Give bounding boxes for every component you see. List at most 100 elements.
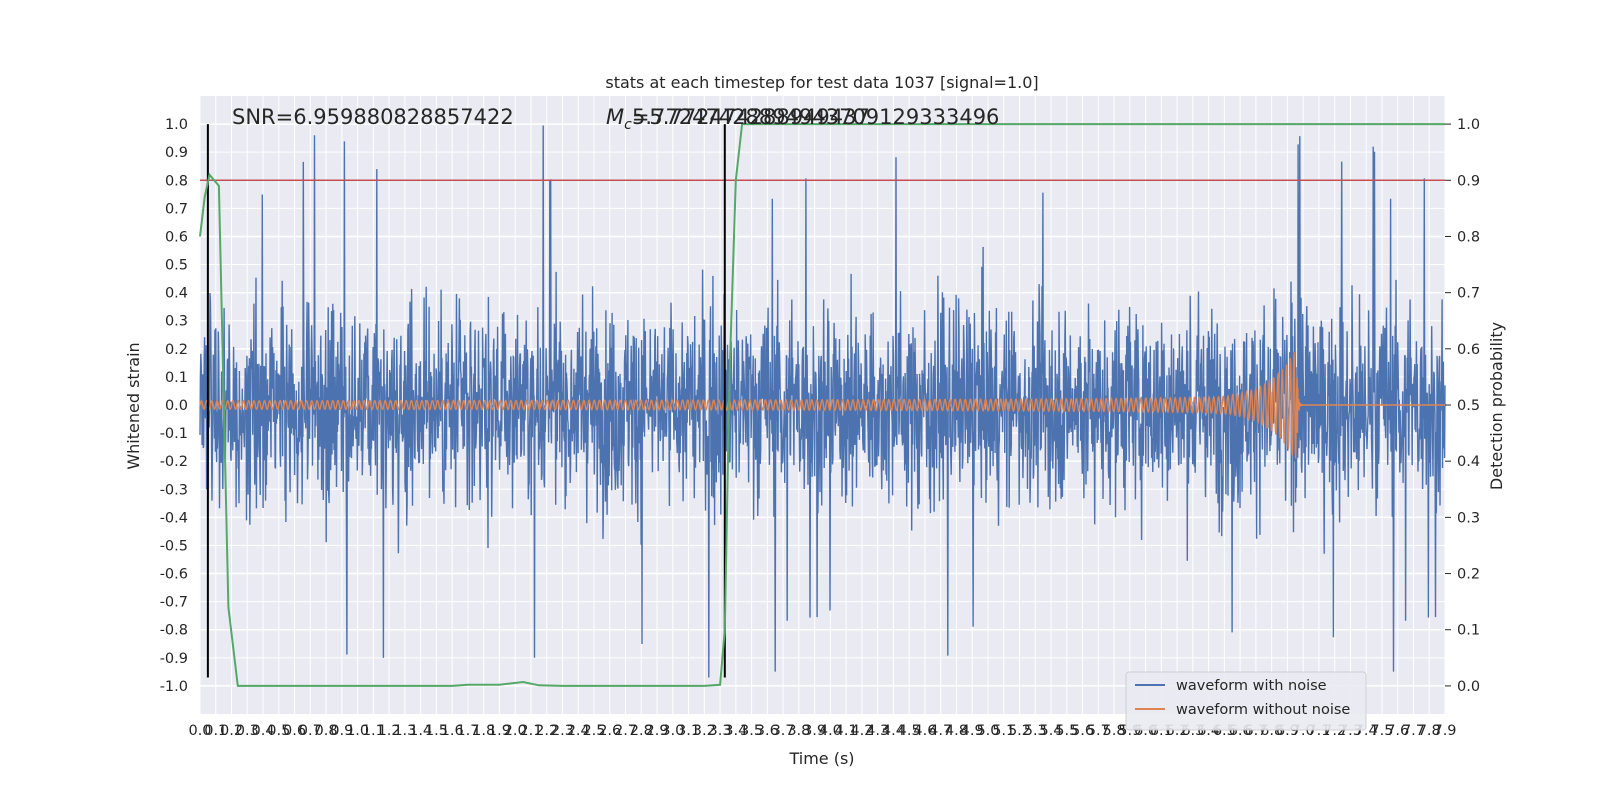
- y-tick-label-left: -1.0: [160, 679, 188, 695]
- y-tick-label-left: 0.1: [165, 370, 188, 386]
- y-tick-label-left: 0.9: [165, 145, 188, 161]
- y-tick-label-left: 0.0: [165, 398, 188, 414]
- x-tick-label: 2.5: [582, 723, 605, 739]
- y-tick-label-left: 0.2: [165, 342, 188, 358]
- probability-trace: [199, 123, 1445, 687]
- x-tick-label: 3.2: [693, 723, 716, 739]
- x-tick-label: 0.2: [220, 723, 243, 739]
- x-tick-label: 5.3: [1024, 723, 1047, 739]
- x-tick-label: 4.1: [835, 723, 858, 739]
- x-tick-label: 7.7: [1402, 723, 1425, 739]
- x-tick-label: 1.6: [441, 723, 464, 739]
- series-waveform-without-noise: [199, 351, 1445, 459]
- x-tick-label: 5.2: [1008, 723, 1031, 739]
- x-tick-label: 7.6: [1386, 723, 1409, 739]
- x-tick-label: 0.9: [330, 723, 353, 739]
- x-tick-label: 5.7: [1087, 723, 1110, 739]
- snr-annotation: SNR=6.959880828857422: [232, 105, 514, 129]
- x-tick-label: 2.0: [504, 723, 527, 739]
- x-tick-label: 5.8: [1103, 723, 1126, 739]
- x-tick-label: 1.8: [472, 723, 495, 739]
- y-tick-label-right: 0.0: [1457, 679, 1480, 695]
- x-tick-label: 4.3: [866, 723, 889, 739]
- x-tick-label: 5.6: [1071, 723, 1094, 739]
- y-tick-label-left: -0.1: [160, 426, 188, 442]
- legend: waveform with noise waveform without noi…: [1125, 671, 1367, 731]
- x-tick-label: 4.9: [961, 723, 984, 739]
- y-tick-label-left: 0.8: [165, 173, 188, 189]
- x-tick-label: 0.6: [283, 723, 306, 739]
- x-tick-label: 0.8: [315, 723, 338, 739]
- x-tick-label: 3.7: [772, 723, 795, 739]
- y-tick-label-left: -0.3: [160, 482, 188, 498]
- x-tick-label: 2.6: [598, 723, 621, 739]
- x-tick-label: 1.5: [425, 723, 448, 739]
- x-tick-label: 3.0: [661, 723, 684, 739]
- y-tick-label-left: 0.4: [165, 286, 188, 302]
- x-tick-label: 1.3: [393, 723, 416, 739]
- x-tick-label: 3.3: [709, 723, 732, 739]
- y-tick-label-left: -0.9: [160, 651, 188, 667]
- y-axis-label-left: Whitened strain: [124, 342, 143, 469]
- x-tick-label: 3.1: [677, 723, 700, 739]
- y-tick-label-left: 0.3: [165, 314, 188, 330]
- x-tick-label: 1.2: [378, 723, 401, 739]
- y-tick-label-right: 0.9: [1457, 173, 1480, 189]
- x-tick-label: 2.2: [535, 723, 558, 739]
- y-axis-label-right: Detection probability: [1487, 322, 1506, 490]
- x-tick-label: 1.0: [346, 723, 369, 739]
- chirp-mass-annotation: Mc=5.772474288949437: [606, 105, 870, 133]
- y-tick-label-left: -0.7: [160, 595, 188, 611]
- series-waveform-with-noise: [199, 125, 1446, 678]
- x-tick-label: 1.4: [409, 723, 432, 739]
- x-tick-label: 7.9: [1433, 723, 1456, 739]
- x-tick-label: 2.3: [551, 723, 574, 739]
- y-tick-label-right: 0.2: [1457, 567, 1480, 583]
- x-tick-label: 2.9: [645, 723, 668, 739]
- x-tick-label: 0.5: [267, 723, 290, 739]
- x-tick-label: 4.0: [819, 723, 842, 739]
- x-tick-label: 7.5: [1370, 723, 1393, 739]
- x-tick-label: 3.8: [787, 723, 810, 739]
- y-tick-label-right: 0.5: [1457, 398, 1480, 414]
- x-tick-label: 4.5: [898, 723, 921, 739]
- y-tick-label-left: -0.6: [160, 567, 188, 583]
- x-tick-label: 0.4: [252, 723, 275, 739]
- x-tick-label: 3.6: [756, 723, 779, 739]
- chirp-trace: [199, 351, 1445, 459]
- y-tick-label-left: -0.2: [160, 454, 188, 470]
- x-tick-label: 4.4: [882, 723, 905, 739]
- x-tick-label: 3.9: [803, 723, 826, 739]
- x-tick-label: 2.4: [567, 723, 590, 739]
- x-tick-label: 1.1: [362, 723, 385, 739]
- x-axis-label: Time (s): [788, 749, 854, 768]
- y-tick-label-right: 0.6: [1457, 342, 1480, 358]
- y-tick-label-right: 0.4: [1457, 454, 1480, 470]
- x-tick-label: 2.1: [519, 723, 542, 739]
- legend-box: [1125, 671, 1367, 731]
- x-tick-label: 4.2: [850, 723, 873, 739]
- x-tick-label: 7.8: [1418, 723, 1441, 739]
- y-tick-label-right: 1.0: [1457, 117, 1480, 133]
- x-tick-label: 5.0: [976, 723, 999, 739]
- x-tick-label: 3.5: [740, 723, 763, 739]
- legend-label-noise: waveform with noise: [1176, 678, 1327, 694]
- x-tick-label: 5.4: [1039, 723, 1062, 739]
- y-tick-label-right: 0.1: [1457, 623, 1480, 639]
- x-tick-label: 0.0: [188, 723, 211, 739]
- x-tick-label: 4.7: [929, 723, 952, 739]
- x-tick-label: 0.7: [299, 723, 322, 739]
- x-tick-label: 3.4: [724, 723, 747, 739]
- chirp-mass-overlap-text: 5.77247428894943709129333496: [632, 105, 999, 129]
- x-tick-label: 5.5: [1055, 723, 1078, 739]
- y-tick-label-left: 0.6: [165, 229, 188, 245]
- x-tick-label: 4.8: [945, 723, 968, 739]
- y-tick-label-left: -0.4: [160, 510, 188, 526]
- noise-trace: [199, 125, 1446, 678]
- y-tick-label-left: -0.5: [160, 538, 188, 554]
- chart-title: stats at each timestep for test data 103…: [605, 73, 1038, 92]
- y-tick-label-left: -0.8: [160, 623, 188, 639]
- y-tick-label-left: 0.7: [165, 201, 188, 217]
- x-tick-label: 2.7: [614, 723, 637, 739]
